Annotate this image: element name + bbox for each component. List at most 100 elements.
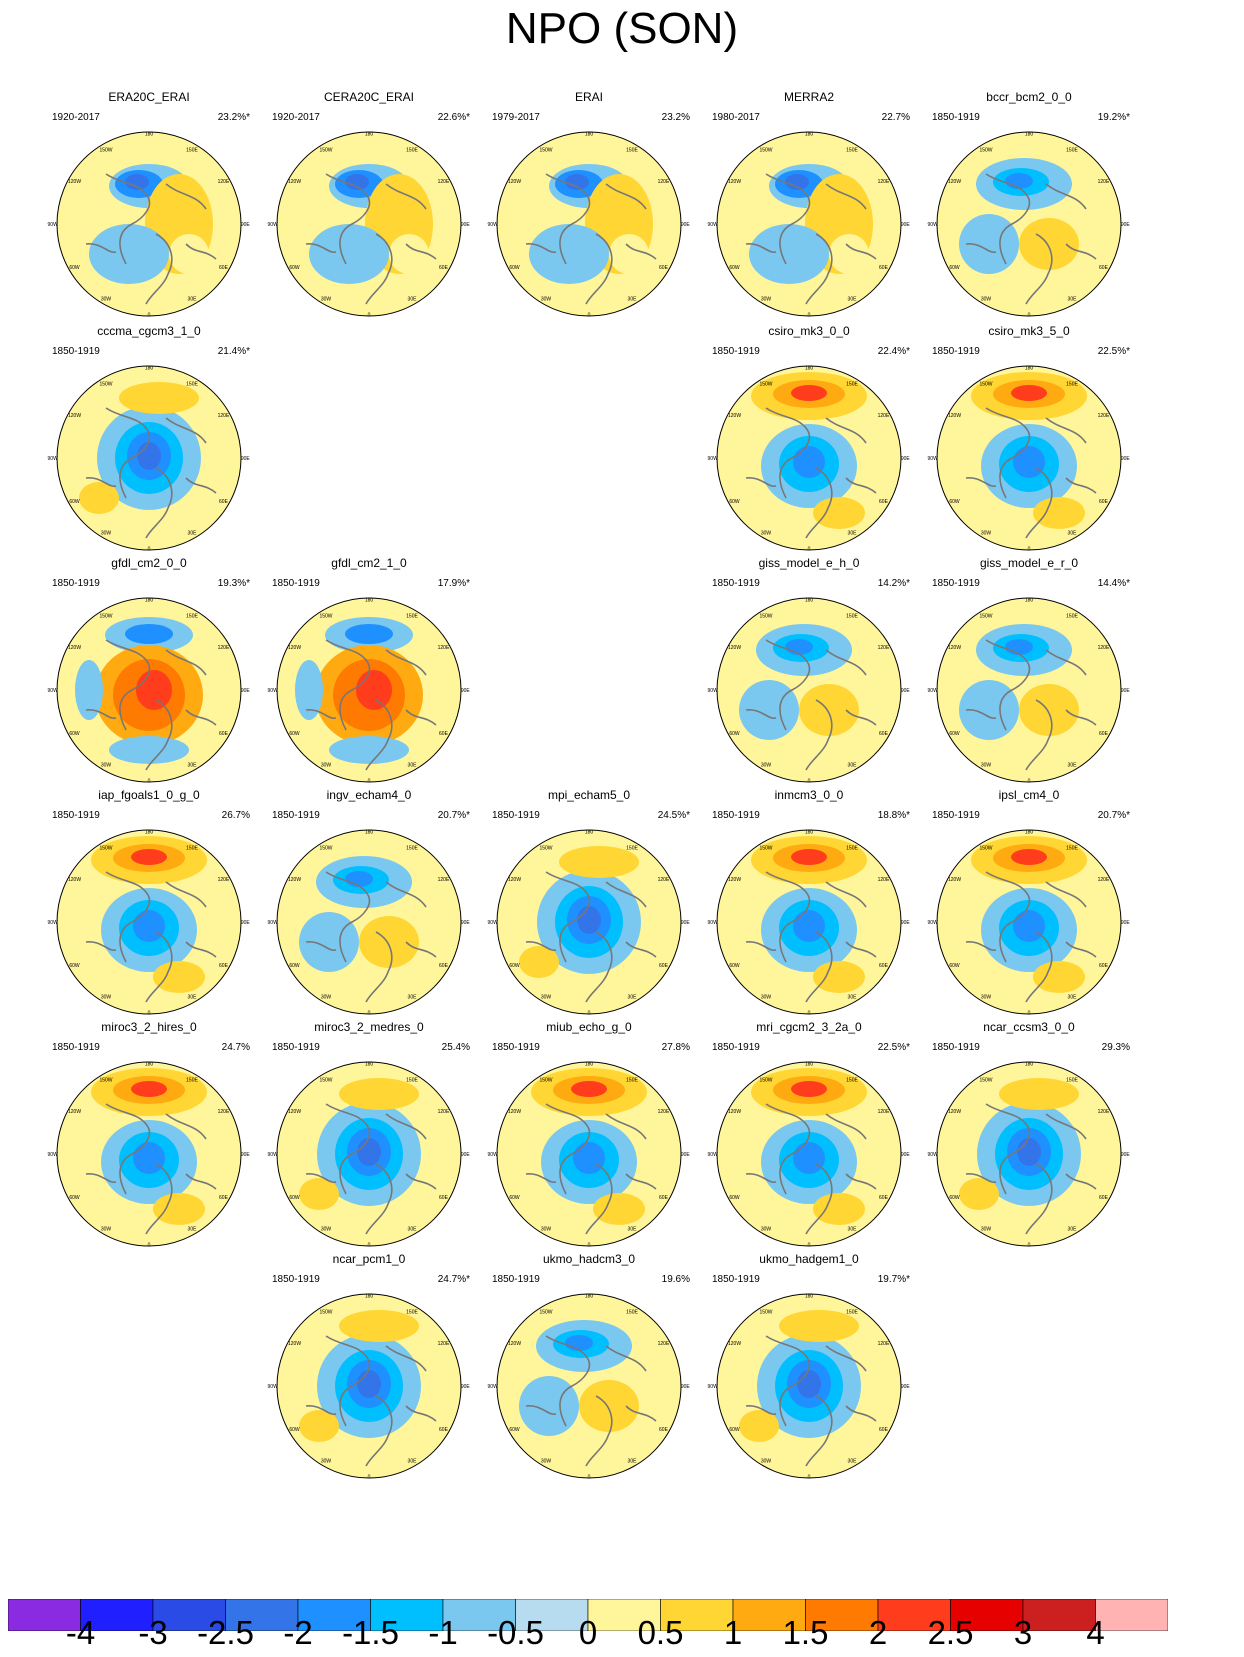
- lon-label: 150E: [406, 1310, 418, 1316]
- panel-period: 1850-1919: [272, 810, 320, 821]
- colorbar-tick-label: -0.5: [487, 1614, 544, 1651]
- lon-label: 150W: [539, 846, 552, 852]
- contour-blob: [339, 1078, 419, 1110]
- lon-label: 60W: [949, 1195, 960, 1201]
- lon-label: 30W: [541, 994, 552, 1000]
- lon-label: 150E: [406, 1078, 418, 1084]
- map-border: [56, 597, 242, 783]
- lon-label: 120E: [658, 179, 670, 185]
- lon-label: 180: [145, 132, 154, 138]
- map-border: [496, 1293, 682, 1479]
- lon-label: 150E: [1066, 1078, 1078, 1084]
- lon-label: 0: [1028, 1010, 1031, 1016]
- contour-blob: [119, 382, 199, 414]
- lon-label: 0: [368, 1474, 371, 1480]
- lon-label: 180: [145, 1062, 154, 1068]
- lon-label: 60W: [289, 265, 300, 271]
- colorbar-box: [297, 1599, 371, 1631]
- field-background: [717, 598, 901, 782]
- polar-map: 180 150E 120E 90E 60E 30E 0 30W 60W 90W 120W 150W: [48, 597, 250, 784]
- lon-label: 90E: [241, 222, 251, 228]
- lon-label: 60E: [1099, 1195, 1109, 1201]
- map-border: [276, 829, 462, 1015]
- lon-label: 0: [808, 778, 811, 784]
- lon-label: 120W: [288, 179, 301, 185]
- lon-label: 180: [585, 132, 594, 138]
- contour-blob: [791, 385, 827, 401]
- contour-blob: [133, 1142, 165, 1174]
- lon-label: 120E: [878, 877, 890, 883]
- colorbar-tick-label: 0.5: [637, 1614, 684, 1651]
- lon-label: 60W: [69, 1195, 80, 1201]
- contour-blob: [136, 670, 172, 710]
- map-border: [716, 1061, 902, 1247]
- lon-label: 30W: [761, 530, 772, 536]
- lon-label: 30W: [541, 1458, 552, 1464]
- lon-label: 60E: [1099, 731, 1109, 737]
- lon-label: 60E: [659, 265, 669, 271]
- lon-label: 90E: [461, 222, 471, 228]
- contour-blob: [1017, 1138, 1041, 1166]
- map-panel: miub_echo_g_0 1850-1919 27.8% 180 150E 120E 90…: [486, 1020, 692, 1260]
- lon-label: 30E: [188, 1226, 198, 1232]
- lon-label: 180: [805, 598, 814, 604]
- panel-title: miroc3_2_medres_0: [314, 1020, 424, 1034]
- lon-label: 150W: [759, 148, 772, 154]
- panel-percent: 14.2%*: [877, 578, 910, 589]
- map-panel: ERA20C_ERAI 1920-2017 23.2%* 180 150E 120E 90E…: [46, 90, 252, 330]
- panel-percent: 26.7%: [221, 810, 250, 821]
- map-border: [496, 1061, 682, 1247]
- lon-label: 60E: [659, 963, 669, 969]
- lon-label: 60W: [509, 1195, 520, 1201]
- polar-map: 180 150E 120E 90E 60E 30E 0 30W 60W 90W 120W 150W: [488, 829, 690, 1016]
- lon-label: 0: [1028, 546, 1031, 552]
- lon-label: 90W: [48, 1152, 59, 1158]
- lon-label: 30W: [101, 530, 112, 536]
- lon-label: 150E: [1066, 148, 1078, 154]
- lon-label: 60E: [439, 1427, 449, 1433]
- panel-percent: 22.5%*: [877, 1042, 910, 1053]
- panel-title: mri_cgcm2_3_2a_0: [756, 1020, 862, 1034]
- polar-map: 180 150E 120E 90E 60E 30E 0 30W 60W 90W 120W 150W: [708, 1061, 910, 1248]
- panel-title: iap_fgoals1_0_g_0: [98, 788, 200, 802]
- lon-label: 30E: [848, 1458, 858, 1464]
- lon-label: 120E: [658, 877, 670, 883]
- lon-label: 120E: [438, 1109, 450, 1115]
- lon-label: 90W: [48, 688, 59, 694]
- lon-label: 150W: [759, 1078, 772, 1084]
- lon-label: 150W: [539, 1078, 552, 1084]
- lon-label: 30E: [408, 1458, 418, 1464]
- lon-label: 60W: [729, 1427, 740, 1433]
- lon-label: 90W: [928, 222, 939, 228]
- lon-label: 150W: [99, 846, 112, 852]
- lon-label: 120W: [728, 179, 741, 185]
- colorbar-box: [660, 1599, 734, 1631]
- contour-blob: [813, 961, 865, 993]
- lon-label: 90E: [241, 456, 251, 462]
- contour-blob: [339, 1310, 419, 1342]
- lon-label: 180: [1025, 830, 1034, 836]
- contour-blob: [345, 624, 393, 644]
- lon-label: 30E: [188, 530, 198, 536]
- contour-blob: [1019, 684, 1079, 736]
- lon-label: 30E: [628, 296, 638, 302]
- lon-label: 120W: [68, 179, 81, 185]
- lon-label: 180: [805, 366, 814, 372]
- map-panel: mri_cgcm2_3_2a_0 1850-1919 22.5%* 180 150E 12…: [706, 1020, 912, 1260]
- lon-label: 150W: [759, 382, 772, 388]
- lon-label: 150W: [759, 614, 772, 620]
- contour-blob: [356, 670, 392, 710]
- lon-label: 180: [365, 598, 374, 604]
- coastline: [745, 639, 877, 771]
- panel-percent: 29.3%: [1101, 1042, 1130, 1053]
- lon-label: 150E: [626, 846, 638, 852]
- lon-label: 180: [365, 1062, 374, 1068]
- lon-label: 30E: [848, 762, 858, 768]
- lon-label: 120E: [878, 413, 890, 419]
- contour-blob: [109, 736, 189, 764]
- map-border: [936, 829, 1122, 1015]
- lon-label: 90W: [48, 920, 59, 926]
- lon-label: 90E: [901, 688, 911, 694]
- contour-blob: [357, 1138, 381, 1166]
- lon-label: 150W: [759, 1310, 772, 1316]
